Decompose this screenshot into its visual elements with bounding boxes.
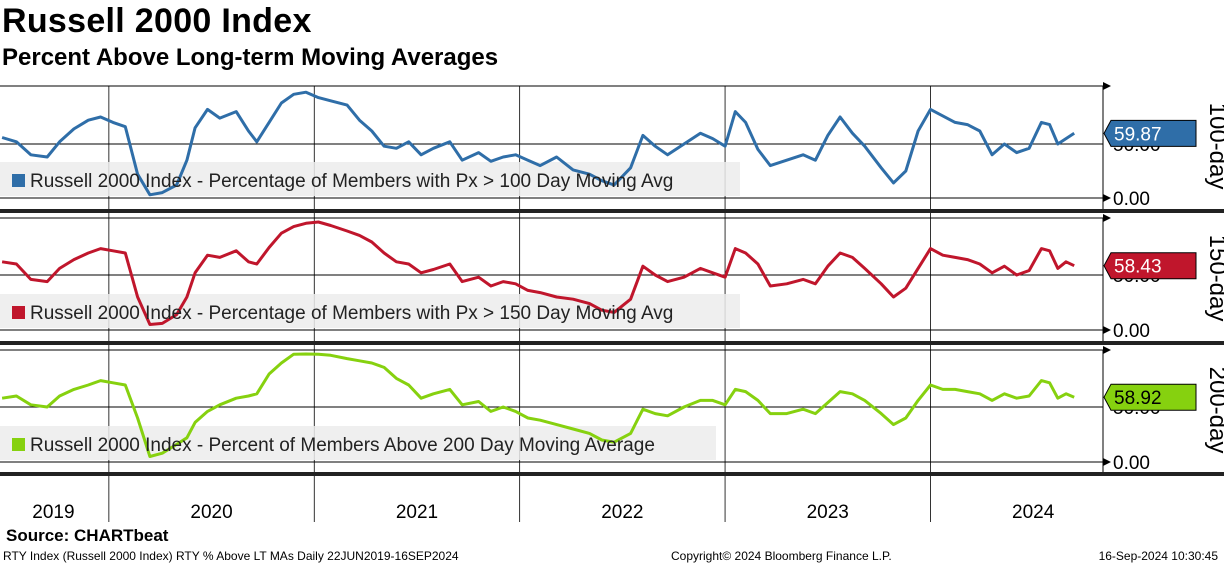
last-value-label: 58.43 [1114,257,1162,278]
last-value-tag [1103,119,1197,147]
x-tick-label: 2020 [190,502,232,523]
source-note: Source: CHARTbeat [6,526,169,545]
panel-side-label: 200-day [1204,367,1224,454]
legend-label: Russell 2000 Index - Percentage of Membe… [30,303,673,324]
last-value-label: 58.92 [1114,388,1162,409]
x-tick-label: 2024 [1012,502,1055,523]
axis-arrow [1103,194,1111,202]
legend-swatch [12,306,25,319]
axis-arrow [1103,346,1111,354]
axis-arrow [1103,326,1111,334]
x-tick-label: 2021 [396,502,438,523]
x-tick-label: 2022 [601,502,643,523]
panel-side-label: 150-day [1204,235,1224,322]
legend-swatch [12,438,25,451]
axis-arrow [1103,458,1111,466]
panel-separator [0,209,1224,213]
legend-label: Russell 2000 Index - Percentage of Membe… [30,171,673,192]
x-tick-label: 2023 [807,502,849,523]
footer-description: RTY Index (Russell 2000 Index) RTY % Abo… [3,549,459,563]
series-line [1,352,1075,458]
panel-1: Russell 2000 Index - Percentage of Membe… [0,214,1224,345]
legend-swatch [12,174,25,187]
series-line [1,90,1076,197]
panel-separator [0,472,1224,476]
axis-arrow [1103,82,1111,90]
legend-label: Russell 2000 Index - Percent of Members … [30,435,655,456]
series-line [1,220,1075,326]
tick-label-0: 0.00 [1113,189,1150,210]
panel-2: Russell 2000 Index - Percent of Members … [0,346,1224,476]
footer-timestamp: 16-Sep-2024 10:30:45 [1098,549,1218,563]
last-value-tag [1103,252,1197,280]
tick-label-0: 0.00 [1113,453,1150,474]
x-tick-label: 2019 [32,502,74,523]
chart-subtitle: Percent Above Long-term Moving Averages [2,44,499,71]
legend-box [0,426,716,460]
last-value-tag [1103,383,1197,411]
chart-title: Russell 2000 Index [2,2,312,40]
panel-side-label: 100-day [1204,103,1224,190]
tick-label-0: 0.00 [1113,321,1150,342]
last-value-label: 59.87 [1114,124,1162,145]
axis-arrow [1103,214,1111,222]
panel-0: Russell 2000 Index - Percentage of Membe… [0,82,1224,213]
legend-box [0,162,740,196]
panel-separator [0,341,1224,345]
footer-copyright: Copyright© 2024 Bloomberg Finance L.P. [671,549,892,563]
